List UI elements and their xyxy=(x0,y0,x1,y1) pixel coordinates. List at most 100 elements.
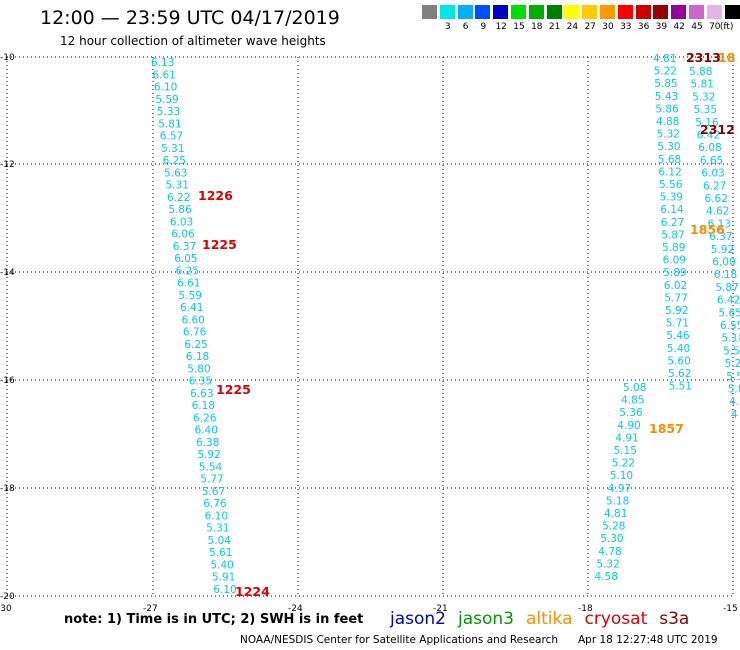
map-subtitle: 12 hour collection of altimeter wave hei… xyxy=(60,34,326,48)
wave-height-value: 5.77 xyxy=(664,292,687,304)
wave-height-value: 5.80 xyxy=(187,363,210,375)
wave-height-value: 5.89 xyxy=(662,242,685,254)
wave-height-value: 6.13 xyxy=(151,57,174,69)
wave-height-value: 6.18 xyxy=(186,351,209,363)
wave-height-value: 5.31 xyxy=(206,523,229,535)
wave-height-value: 6.14 xyxy=(660,204,684,216)
wave-height-value: 5.40 xyxy=(210,559,233,571)
wave-height-value: 5.77 xyxy=(200,474,223,486)
wave-height-value: 5.16 xyxy=(695,117,719,129)
wave-height-value: 6.76 xyxy=(183,327,207,339)
lat-tick-label: -16 xyxy=(0,376,15,386)
wave-height-value: 5.04 xyxy=(208,535,232,547)
pass-time: 1856 xyxy=(690,222,725,237)
legend-swatch xyxy=(528,5,544,19)
wave-height-value: 6.38 xyxy=(196,437,219,449)
legend-swatch xyxy=(457,5,473,19)
wave-height-value: 6.03 xyxy=(170,216,193,228)
legend-label: 70 xyxy=(709,22,721,32)
footer-note: note: 1) Time is in UTC; 2) SWH is in fe… xyxy=(64,612,364,627)
legend-label: 45 xyxy=(691,22,703,32)
legend-label: 12 xyxy=(495,22,507,32)
wave-height-value: 5.87 xyxy=(661,229,684,241)
wave-height-value: 5.18 xyxy=(722,333,740,345)
wave-height-value: 5.40 xyxy=(667,343,690,355)
wave-height-value: 5.92 xyxy=(711,244,734,256)
lat-tick-label: -12 xyxy=(0,160,15,170)
wave-height-value: 5.61 xyxy=(209,547,232,559)
wave-height-value: 5.30 xyxy=(657,141,680,153)
wave-height-value: 6.61 xyxy=(152,69,175,81)
wave-height-value: 5.88 xyxy=(689,66,712,78)
legend-label: 30 xyxy=(602,22,614,32)
pass-time: 1857 xyxy=(649,421,684,436)
wave-height-value: 6.26 xyxy=(193,412,217,424)
wave-height-value: 6.63 xyxy=(190,388,213,400)
legend-label: 33 xyxy=(620,22,632,32)
wave-height-value: 5.39 xyxy=(660,192,683,204)
map-title: 12:00 — 23:59 UTC 04/17/2019 xyxy=(40,7,340,29)
lat-tick-label: -10 xyxy=(0,53,15,63)
lon-tick-label: -18 xyxy=(578,604,593,614)
wave-height-value: 6.42 xyxy=(697,130,720,142)
lat-tick-label: -20 xyxy=(0,592,15,602)
lat-tick-label: -14 xyxy=(0,268,15,278)
pass-time: 1226 xyxy=(198,188,233,203)
legend-swatch xyxy=(671,5,687,19)
wave-height-value: 4.78 xyxy=(598,546,621,558)
wave-height-value: 5.2 xyxy=(725,358,740,370)
pass-time: 18 xyxy=(718,50,735,65)
legend-swatch xyxy=(653,5,669,19)
wave-height-value: 5.89 xyxy=(663,267,686,279)
wave-height-value: 5.10 xyxy=(610,470,633,482)
wave-height-value: 5.92 xyxy=(197,449,220,461)
wave-height-value: 6.41 xyxy=(180,302,203,314)
wave-height-value: 5.5 xyxy=(726,371,740,383)
wave-height-value: 5.54 xyxy=(199,461,223,473)
wave-height-value: 6.10 xyxy=(154,82,177,94)
legend-unit: (ft) xyxy=(719,22,734,32)
wave-height-value: 5.67 xyxy=(202,486,225,498)
wave-height-value: 4.62 xyxy=(706,206,729,218)
wave-height-value: 5.43 xyxy=(655,91,678,103)
wave-height-value: 5.32 xyxy=(692,91,715,103)
legend-swatch xyxy=(439,5,455,19)
wave-height-value: 6.10 xyxy=(213,584,236,596)
pass-time: 1225 xyxy=(216,382,251,397)
pass-time: 2312 xyxy=(700,122,735,137)
wave-height-value: 6.09 xyxy=(663,255,686,267)
legend-swatch xyxy=(617,5,633,19)
wave-height-value: 4.97 xyxy=(608,483,631,495)
wave-height-value: 5.36 xyxy=(619,407,643,419)
lon-tick-label: -21 xyxy=(433,604,448,614)
wave-height-value: 4 xyxy=(731,409,738,421)
wave-height-value: 6.18 xyxy=(192,400,215,412)
wave-height-value: 5.86 xyxy=(655,103,679,115)
wave-height-value: 5.18 xyxy=(606,495,629,507)
pass-time: 2313 xyxy=(686,50,721,65)
wave-height-value: 5.50 xyxy=(723,345,740,357)
wave-height-value: 5.30 xyxy=(600,533,623,545)
legend-swatch xyxy=(511,5,526,19)
wave-height-value: 6.03 xyxy=(701,168,724,180)
wave-height-value: 6.18 xyxy=(714,269,737,281)
legend-swatch xyxy=(582,5,598,19)
wave-height-value: 6.12 xyxy=(658,166,681,178)
wave-height-value: 5.62 xyxy=(668,368,691,380)
map-grid xyxy=(6,56,734,597)
wave-height-value: 6.42 xyxy=(717,295,740,307)
wave-height-value: 5.59 xyxy=(155,94,178,106)
wave-height-value: 5.51 xyxy=(669,381,692,393)
wave-height-value: 5.85 xyxy=(654,78,677,90)
legend-swatch xyxy=(635,5,651,19)
wave-height-value: 6.00 xyxy=(712,257,735,269)
pass-time: 1225 xyxy=(202,237,237,252)
wave-height-value: 5.31 xyxy=(166,180,189,192)
wave-height-value: 5.87 xyxy=(715,282,738,294)
wave-height-value: 4.81 xyxy=(653,53,676,65)
wave-height-value: 4.81 xyxy=(604,508,627,520)
wave-height-value: 6.65 xyxy=(700,155,723,167)
wave-height-value: 6.40 xyxy=(195,425,218,437)
wave-height-value: 5.15 xyxy=(614,445,637,457)
